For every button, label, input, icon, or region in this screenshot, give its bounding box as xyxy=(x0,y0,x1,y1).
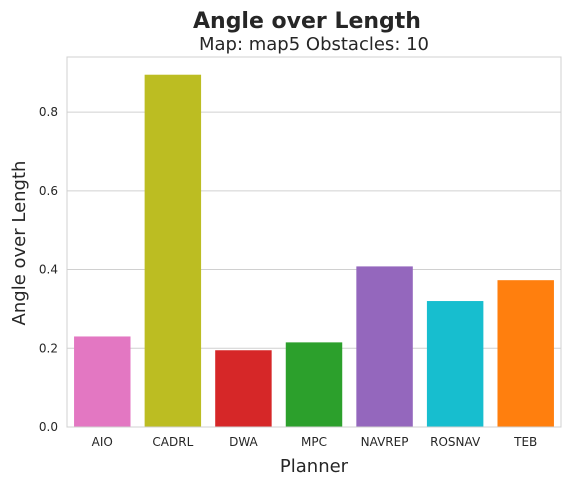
bars xyxy=(74,74,554,427)
plot-frame xyxy=(66,56,562,428)
bar-navrep xyxy=(356,266,413,427)
y-tick-label: 0.0 xyxy=(39,420,58,434)
x-tick-label: TEB xyxy=(513,435,537,449)
bar-dwa xyxy=(215,350,272,427)
y-tick-label: 0.6 xyxy=(39,184,58,198)
y-tick-labels: 0.0 0.2 0.4 0.6 0.8 xyxy=(39,105,58,434)
chart-title: Angle over Length xyxy=(193,9,421,34)
x-tick-label: ROSNAV xyxy=(430,435,481,449)
y-tick-label: 0.2 xyxy=(39,341,58,355)
x-axis-label: Planner xyxy=(280,456,349,477)
x-tick-label: AIO xyxy=(92,435,113,449)
x-tick-label: CADRL xyxy=(152,435,193,449)
x-tick-labels: AIO CADRL DWA MPC NAVREP ROSNAV TEB xyxy=(92,435,538,449)
x-tick-label: DWA xyxy=(229,435,258,449)
chart-subtitle: Map: map5 Obstacles: 10 xyxy=(199,34,429,55)
y-tick-label: 0.4 xyxy=(39,263,58,277)
bar-rosnav xyxy=(426,301,484,427)
y-tick-label: 0.8 xyxy=(39,105,58,119)
x-tick-label: MPC xyxy=(301,435,327,449)
x-tick-label: NAVREP xyxy=(361,435,409,449)
y-axis-label: Angle over Length xyxy=(9,161,30,326)
bar-cadrl xyxy=(144,74,202,427)
bar-aio xyxy=(74,336,131,427)
bar-teb xyxy=(497,280,554,427)
bar-mpc xyxy=(285,342,343,427)
